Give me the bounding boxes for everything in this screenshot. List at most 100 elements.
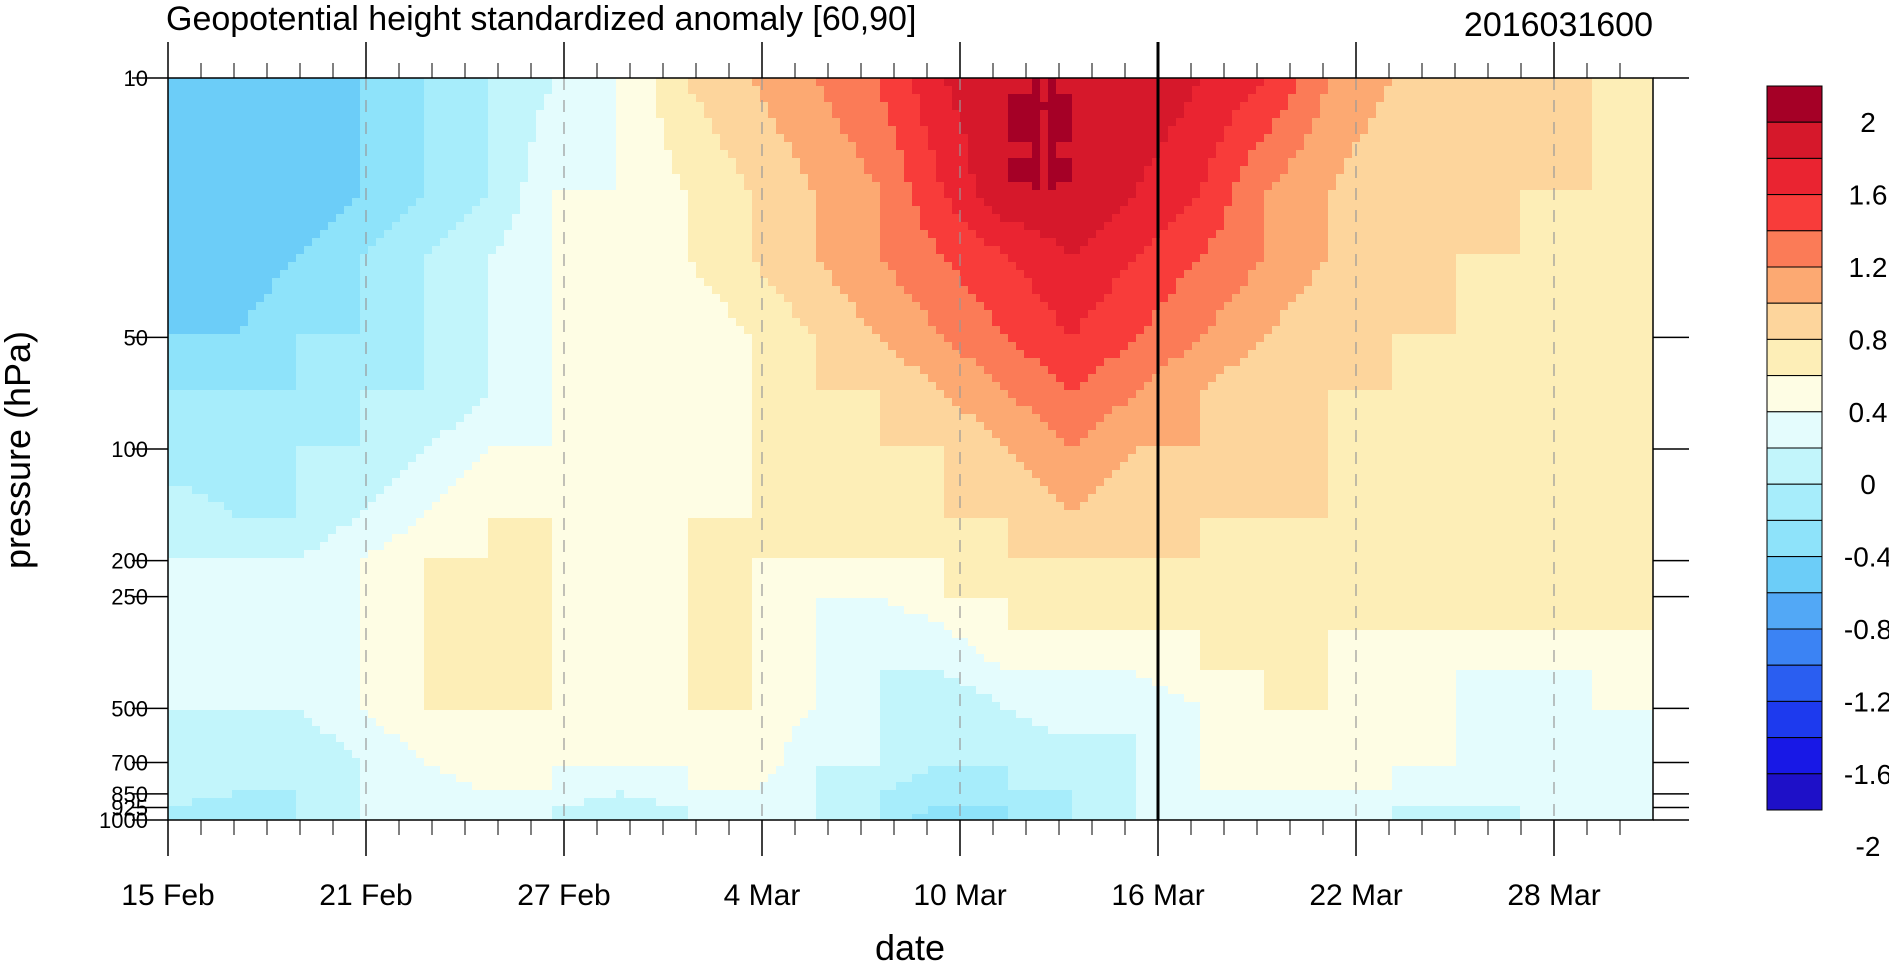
contour-cell <box>984 142 993 151</box>
contour-cell <box>1152 254 1161 263</box>
contour-cell <box>936 262 945 271</box>
contour-cell <box>856 142 865 151</box>
contour-cell <box>272 262 281 271</box>
contour-cell <box>488 254 497 263</box>
contour-cell <box>1072 198 1081 207</box>
contour-cell <box>1088 222 1097 231</box>
contour-cell <box>912 150 921 159</box>
contour-cell <box>416 142 425 151</box>
contour-cell <box>1496 206 1505 215</box>
contour-cell <box>1536 198 1545 207</box>
contour-cell <box>720 190 729 199</box>
contour-cell <box>1336 278 1345 287</box>
contour-cell <box>1176 118 1185 127</box>
contour-cell <box>568 166 577 175</box>
contour-cell <box>840 174 849 183</box>
contour-cell <box>200 230 209 239</box>
contour-cell <box>1320 126 1329 135</box>
contour-cell <box>1640 86 1649 95</box>
contour-cell <box>1128 262 1137 271</box>
contour-cell <box>352 206 361 215</box>
contour-cell <box>1136 222 1145 231</box>
contour-cell <box>272 198 281 207</box>
contour-cell <box>1144 270 1153 279</box>
contour-cell <box>1568 78 1577 87</box>
contour-cell <box>848 286 857 295</box>
contour-cell <box>1328 214 1337 223</box>
contour-cell <box>1456 174 1465 183</box>
contour-cell <box>448 254 457 263</box>
contour-cell <box>792 214 801 223</box>
contour-cell <box>360 158 369 167</box>
contour-cell <box>928 286 937 295</box>
contour-cell <box>432 190 441 199</box>
contour-cell <box>1112 182 1121 191</box>
contour-cell <box>192 198 201 207</box>
contour-cell <box>1488 278 1497 287</box>
contour-cell <box>1368 214 1377 223</box>
contour-cell <box>1168 78 1177 87</box>
contour-cell <box>248 230 257 239</box>
contour-cell <box>1128 286 1137 295</box>
contour-cell <box>376 190 385 199</box>
contour-cell <box>696 270 705 279</box>
contour-cell <box>1320 270 1329 279</box>
contour-cell <box>1504 246 1513 255</box>
contour-cell <box>1496 198 1505 207</box>
contour-cell <box>1624 206 1633 215</box>
contour-cell <box>944 142 953 151</box>
contour-cell <box>424 246 433 255</box>
contour-cell <box>1640 174 1649 183</box>
contour-cell <box>192 262 201 271</box>
contour-cell <box>456 158 465 167</box>
contour-cell <box>360 190 369 199</box>
contour-cell <box>1280 222 1289 231</box>
contour-cell <box>624 110 633 119</box>
contour-cell <box>1480 94 1489 103</box>
contour-cell <box>856 214 865 223</box>
contour-cell <box>1568 94 1577 103</box>
contour-cell <box>1064 150 1073 159</box>
contour-cell <box>768 246 777 255</box>
contour-cell <box>1584 174 1593 183</box>
contour-cell <box>1192 206 1201 215</box>
contour-cell <box>504 254 513 263</box>
contour-cell <box>1184 206 1193 215</box>
contour-cell <box>472 278 481 287</box>
contour-cell <box>1160 270 1169 279</box>
contour-cell <box>504 198 513 207</box>
contour-cell <box>1328 78 1337 87</box>
contour-cell <box>1048 254 1057 263</box>
contour-cell <box>528 222 537 231</box>
contour-cell <box>1208 118 1217 127</box>
contour-cell <box>760 110 769 119</box>
contour-cell <box>416 246 425 255</box>
contour-cell <box>1616 126 1625 135</box>
contour-cell <box>1568 238 1577 247</box>
contour-cell <box>1096 190 1105 199</box>
contour-cell <box>592 86 601 95</box>
contour-cell <box>504 118 513 127</box>
contour-cell <box>928 110 937 119</box>
contour-cell <box>1040 150 1049 159</box>
contour-cell <box>480 246 489 255</box>
contour-cell <box>472 262 481 271</box>
contour-cell <box>616 86 625 95</box>
contour-cell <box>888 270 897 279</box>
contour-cell <box>184 278 193 287</box>
contour-cell <box>248 142 257 151</box>
contour-cell <box>1112 246 1121 255</box>
contour-cell <box>672 230 681 239</box>
contour-cell <box>1504 86 1513 95</box>
contour-cell <box>1424 86 1433 95</box>
contour-cell <box>1424 246 1433 255</box>
contour-cell <box>1464 214 1473 223</box>
contour-cell <box>1048 230 1057 239</box>
contour-cell <box>640 254 649 263</box>
contour-cell <box>1080 94 1089 103</box>
contour-cell <box>1168 270 1177 279</box>
contour-cell <box>1616 110 1625 119</box>
contour-cell <box>1136 182 1145 191</box>
contour-cell <box>640 230 649 239</box>
contour-cell <box>344 94 353 103</box>
